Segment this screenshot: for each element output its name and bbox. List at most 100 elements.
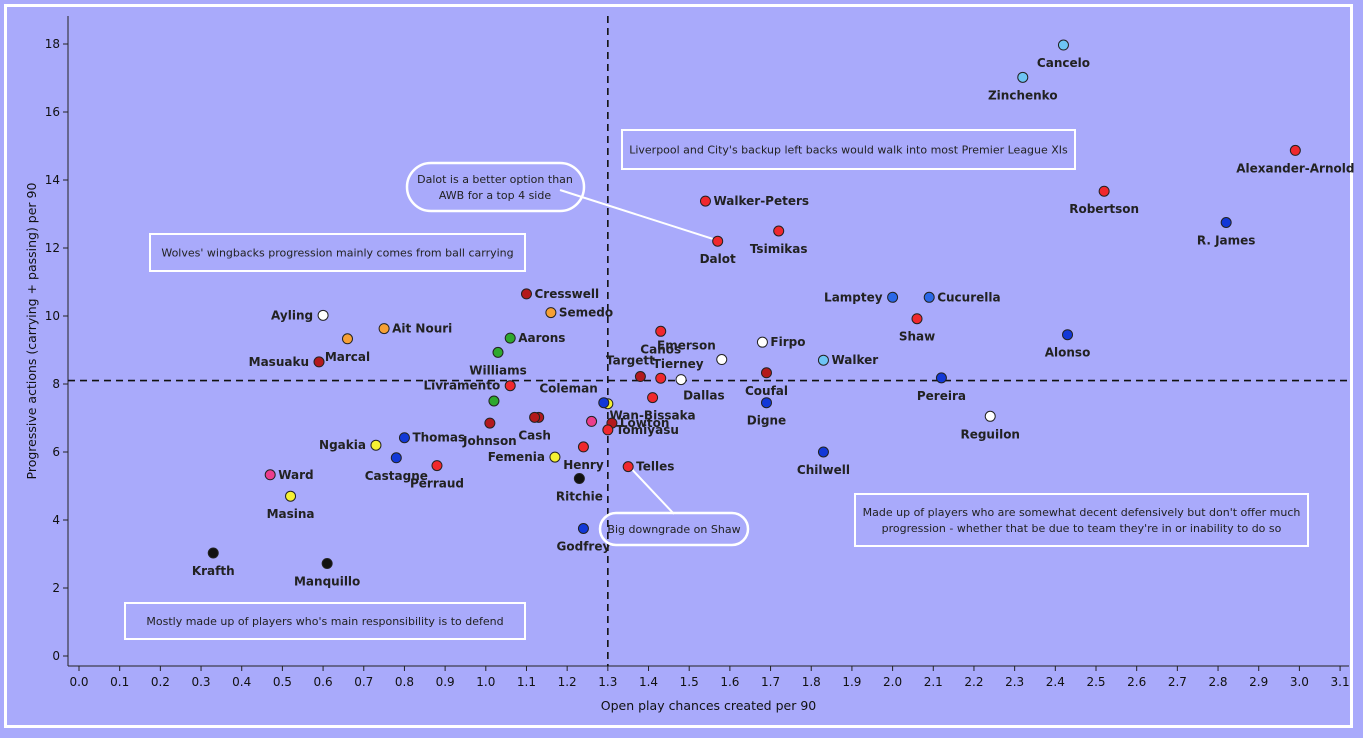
scatter-point: [321, 558, 333, 570]
scatter-point: [655, 325, 667, 337]
scatter-point: [817, 354, 829, 366]
scatter-point: [484, 417, 496, 429]
scatter-point: [1098, 185, 1110, 197]
scatter-point: [390, 452, 402, 464]
point-label: Dalot: [700, 252, 736, 266]
scatter-point: [264, 469, 276, 481]
point-label: Ward: [278, 468, 313, 482]
point-label: Cucurella: [937, 290, 1000, 304]
scatter-point: [675, 374, 687, 386]
point-label: Targett: [606, 354, 655, 368]
scatter-point: [492, 346, 504, 358]
x-tick-label: 2.2: [964, 675, 983, 689]
scatter-point: [655, 372, 667, 384]
annotation-decent-defensively-box: [854, 493, 1309, 547]
scatter-point: [756, 336, 768, 348]
annotation-defenders-text: Mostly made up of players who's main res…: [146, 615, 503, 628]
annotation-defenders-box: [124, 602, 526, 640]
x-tick-label: 1.7: [761, 675, 780, 689]
x-tick-label: 2.3: [1005, 675, 1024, 689]
y-tick-label: 6: [52, 445, 60, 459]
point-label: Lamptey: [824, 290, 883, 304]
x-tick-label: 2.7: [1168, 675, 1187, 689]
x-tick-label: 2.8: [1208, 675, 1227, 689]
chart-frame: [4, 4, 1353, 728]
point-label: Coleman: [539, 382, 597, 396]
scatter-point: [887, 291, 899, 303]
y-axis-title: Progressive actions (carrying + passing)…: [24, 183, 39, 480]
point-label: Tomiyasu: [616, 423, 679, 437]
scatter-point: [573, 473, 585, 485]
point-label: Shaw: [899, 330, 935, 344]
point-label: Zinchenko: [988, 88, 1058, 102]
point-label: Telles: [636, 460, 674, 474]
scatter-point: [577, 441, 589, 453]
x-tick-label: 0.3: [191, 675, 210, 689]
scatter-point: [207, 547, 219, 559]
y-tick-label: 4: [52, 513, 60, 527]
x-tick-label: 1.3: [598, 675, 617, 689]
scatter-point: [317, 309, 329, 321]
point-label: Ngakia: [319, 438, 366, 452]
point-label: Reguilon: [960, 427, 1020, 441]
point-label: Ait Nouri: [392, 322, 452, 336]
scatter-point: [520, 288, 532, 300]
annotation-shaw-bubble: [598, 511, 750, 547]
y-tick-label: 14: [45, 173, 60, 187]
point-label: Pereira: [917, 389, 966, 403]
point-label: Walker-Peters: [713, 194, 809, 208]
point-label: Walker: [831, 353, 878, 367]
x-tick-label: 2.5: [1086, 675, 1105, 689]
point-label: Johnson: [462, 434, 517, 448]
y-tick-label: 18: [45, 37, 60, 51]
x-tick-label: 1.8: [802, 675, 821, 689]
x-tick-label: 0.0: [69, 675, 88, 689]
y-tick-label: 12: [45, 241, 60, 255]
annotation-dalot-text-2: AWB for a top 4 side: [439, 189, 551, 202]
scatter-point: [712, 235, 724, 247]
x-tick-label: 0.9: [436, 675, 455, 689]
x-tick-label: 1.1: [517, 675, 536, 689]
scatter-point: [529, 411, 541, 423]
scatter-point: [817, 446, 829, 458]
scatter-point: [1289, 144, 1301, 156]
annotation-wolves-box: [149, 233, 526, 272]
scatter-point: [699, 195, 711, 207]
scatter-point: [773, 225, 785, 237]
x-tick-label: 1.5: [680, 675, 699, 689]
point-label: Femenia: [488, 450, 545, 464]
point-label: Henry: [563, 458, 604, 472]
x-tick-label: 1.0: [476, 675, 495, 689]
scatter-point-extra: [586, 415, 598, 427]
point-label: Williams: [469, 363, 526, 377]
scatter-point: [598, 397, 610, 409]
scatter-point: [984, 410, 996, 422]
scatter-point-extra: [488, 395, 500, 407]
point-label: Dallas: [683, 389, 725, 403]
scatter-point: [647, 392, 659, 404]
x-axis-title: Open play chances created per 90: [601, 698, 817, 713]
point-label: Ritchie: [556, 490, 603, 504]
point-label: Cresswell: [534, 287, 599, 301]
scatter-point: [370, 439, 382, 451]
point-label: Masuaku: [249, 355, 309, 369]
scatter-point: [285, 490, 297, 502]
scatter-point: [577, 523, 589, 534]
annotation-backup-lbs-text: Liverpool and City's backup left backs w…: [629, 144, 1068, 157]
point-label: Livramento: [423, 379, 500, 393]
scatter-point: [313, 356, 325, 368]
y-tick-label: 0: [52, 649, 60, 663]
point-label: Cash: [518, 428, 551, 442]
scatter-point: [760, 367, 772, 379]
scatter-point: [398, 432, 410, 444]
x-tick-label: 1.2: [558, 675, 577, 689]
point-label: Thomas: [412, 431, 465, 445]
scatter-point: [1057, 39, 1069, 51]
point-label: Krafth: [192, 564, 235, 578]
dalot-pointer-line: [559, 189, 714, 241]
scatter-point: [341, 333, 353, 345]
point-label: Godfrey: [557, 540, 611, 554]
point-label: Emerson: [657, 339, 716, 353]
scatter-point: [504, 332, 516, 344]
